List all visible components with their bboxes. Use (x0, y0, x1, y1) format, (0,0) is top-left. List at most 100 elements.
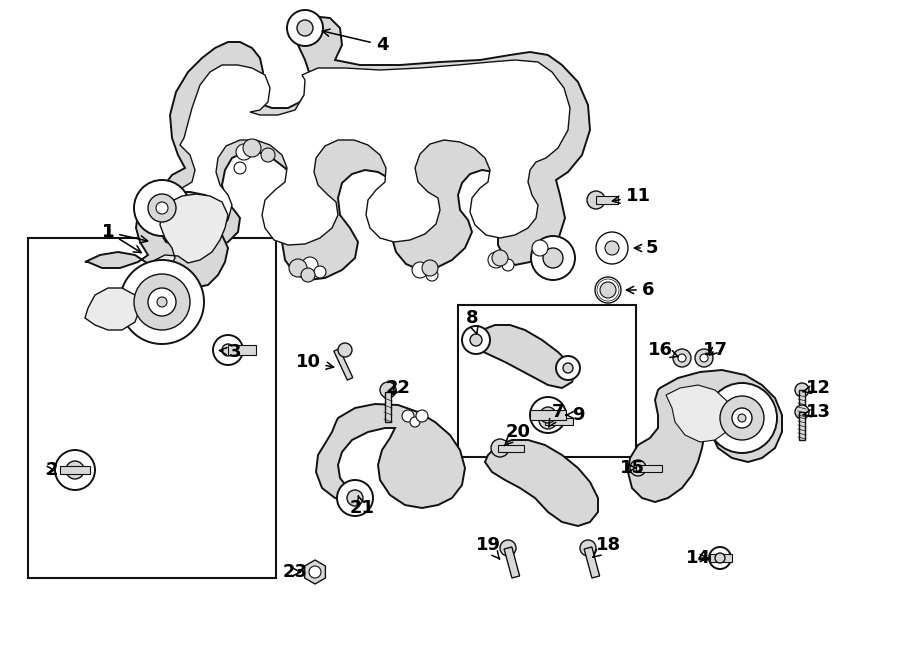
Text: 1: 1 (102, 223, 141, 253)
Circle shape (738, 414, 746, 422)
Circle shape (261, 148, 275, 162)
Circle shape (500, 540, 516, 556)
Polygon shape (584, 547, 599, 578)
Circle shape (502, 259, 514, 271)
Circle shape (695, 349, 713, 367)
Bar (710, 554, 732, 562)
Circle shape (422, 260, 438, 276)
Bar (596, 196, 618, 204)
Circle shape (795, 383, 809, 397)
Circle shape (120, 260, 204, 344)
Circle shape (236, 144, 252, 160)
Circle shape (556, 356, 580, 380)
Text: 9: 9 (566, 406, 584, 424)
Circle shape (732, 408, 752, 428)
Text: 20: 20 (504, 423, 530, 446)
Circle shape (596, 232, 628, 264)
Circle shape (309, 566, 321, 578)
Circle shape (243, 139, 261, 157)
Circle shape (530, 397, 566, 433)
Polygon shape (85, 192, 228, 288)
Circle shape (302, 257, 318, 273)
Text: 16: 16 (647, 341, 679, 359)
Circle shape (532, 240, 548, 256)
Circle shape (134, 274, 190, 330)
Circle shape (715, 553, 725, 563)
Circle shape (148, 288, 176, 316)
Text: 17: 17 (703, 341, 727, 359)
Text: 4: 4 (322, 29, 388, 54)
Circle shape (426, 269, 438, 281)
Circle shape (301, 268, 315, 282)
Text: 5: 5 (634, 239, 658, 257)
Bar (28, 238, 276, 578)
Circle shape (492, 250, 508, 266)
Circle shape (605, 241, 619, 255)
Text: 7: 7 (549, 403, 564, 427)
Polygon shape (85, 288, 140, 330)
Circle shape (678, 354, 686, 362)
Circle shape (410, 417, 420, 427)
Text: 1: 1 (102, 223, 148, 243)
Polygon shape (304, 560, 326, 584)
Circle shape (462, 326, 490, 354)
Circle shape (66, 461, 84, 479)
Bar (60, 466, 90, 474)
Text: 6: 6 (626, 281, 654, 299)
Circle shape (543, 248, 563, 268)
Circle shape (795, 405, 809, 419)
Bar (636, 465, 662, 472)
Circle shape (531, 236, 575, 280)
Polygon shape (148, 194, 228, 272)
Polygon shape (470, 325, 575, 388)
Circle shape (720, 396, 764, 440)
Text: 10: 10 (295, 353, 334, 371)
Circle shape (580, 540, 596, 556)
Circle shape (134, 180, 190, 236)
Bar (545, 418, 573, 425)
Circle shape (540, 407, 556, 423)
Circle shape (700, 354, 708, 362)
Bar (458, 305, 636, 457)
Circle shape (600, 282, 616, 298)
Circle shape (289, 259, 307, 277)
Circle shape (297, 20, 313, 36)
Circle shape (630, 460, 646, 476)
Text: 15: 15 (619, 459, 644, 477)
Circle shape (595, 277, 621, 303)
Polygon shape (666, 385, 732, 442)
Circle shape (338, 343, 352, 357)
Polygon shape (172, 60, 570, 245)
Polygon shape (504, 547, 519, 578)
Text: 19: 19 (475, 536, 500, 559)
Polygon shape (158, 16, 590, 280)
Polygon shape (130, 268, 195, 332)
Circle shape (416, 410, 428, 422)
Circle shape (157, 297, 167, 307)
Circle shape (148, 194, 176, 222)
Circle shape (213, 335, 243, 365)
Polygon shape (385, 392, 391, 422)
Circle shape (314, 266, 326, 278)
Circle shape (234, 162, 246, 174)
Text: 11: 11 (612, 187, 651, 205)
Circle shape (673, 349, 691, 367)
Circle shape (539, 411, 557, 429)
Circle shape (709, 547, 731, 569)
Polygon shape (485, 440, 598, 526)
Circle shape (412, 262, 428, 278)
Circle shape (337, 480, 373, 516)
Circle shape (402, 410, 414, 422)
Text: 8: 8 (465, 309, 478, 334)
Polygon shape (799, 390, 805, 418)
Text: 14: 14 (686, 549, 710, 567)
Bar (228, 345, 256, 355)
Circle shape (347, 490, 363, 506)
Circle shape (563, 363, 573, 373)
Polygon shape (316, 404, 465, 508)
Circle shape (156, 202, 168, 214)
Polygon shape (628, 370, 782, 502)
Text: 3: 3 (220, 343, 241, 361)
Text: 23: 23 (283, 563, 308, 581)
Circle shape (222, 344, 234, 356)
